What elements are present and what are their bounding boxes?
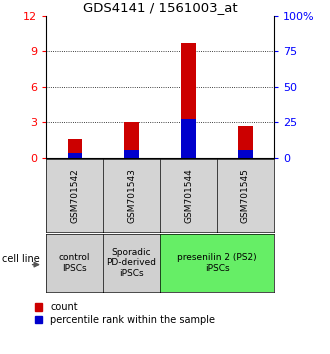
Text: GSM701543: GSM701543 — [127, 168, 136, 223]
Text: presenilin 2 (PS2)
iPSCs: presenilin 2 (PS2) iPSCs — [177, 253, 257, 273]
Text: GSM701542: GSM701542 — [70, 168, 79, 223]
Bar — [238, 150, 252, 158]
Bar — [238, 126, 252, 158]
Bar — [124, 150, 139, 158]
Text: Sporadic
PD-derived
iPSCs: Sporadic PD-derived iPSCs — [107, 248, 157, 278]
Bar — [68, 153, 82, 158]
Bar — [182, 43, 196, 158]
Bar — [124, 121, 139, 158]
Text: cell line: cell line — [2, 254, 39, 264]
Text: GSM701545: GSM701545 — [241, 168, 250, 223]
Text: GDS4141 / 1561003_at: GDS4141 / 1561003_at — [83, 1, 237, 14]
Bar — [68, 139, 82, 158]
Text: control
IPSCs: control IPSCs — [59, 253, 90, 273]
Bar — [182, 119, 196, 158]
Text: GSM701544: GSM701544 — [184, 168, 193, 223]
Legend: count, percentile rank within the sample: count, percentile rank within the sample — [35, 302, 215, 325]
